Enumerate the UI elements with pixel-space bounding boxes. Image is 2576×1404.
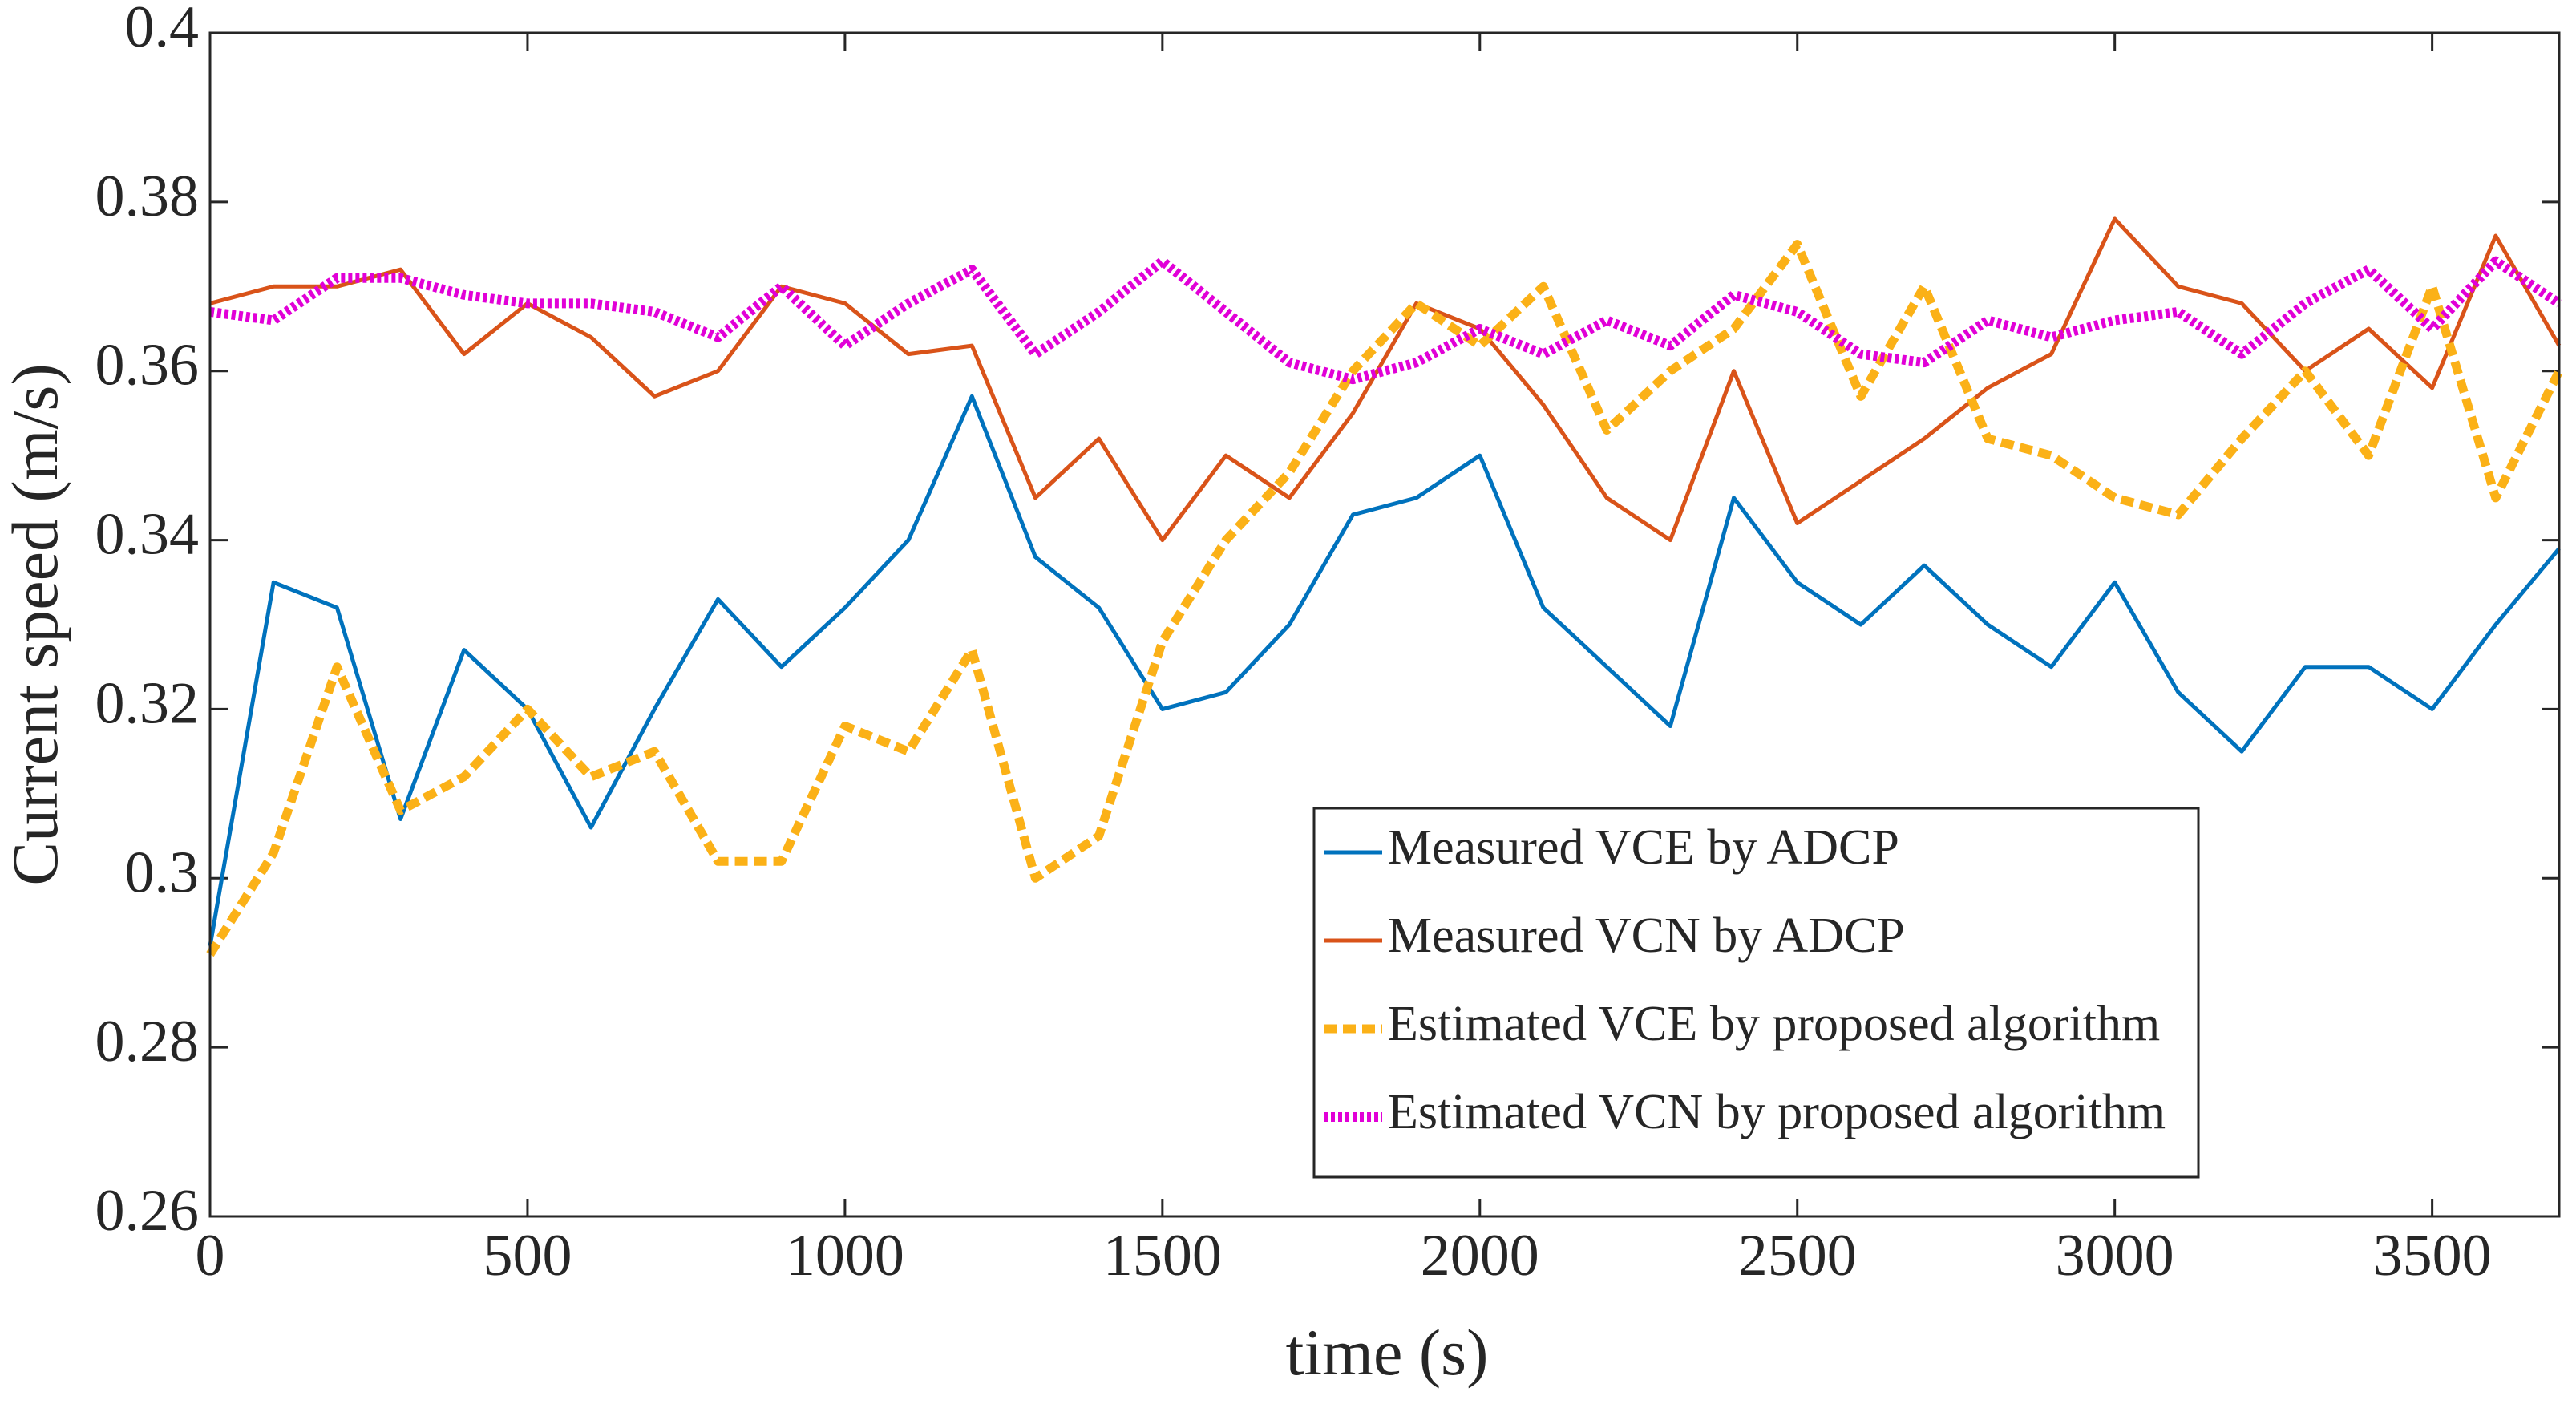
legend-label: Estimated VCE by proposed algorithm — [1388, 997, 2160, 1051]
x-tick-label: 3500 — [2373, 1223, 2492, 1289]
y-tick-label: 0.3 — [125, 840, 200, 905]
y-tick-label: 0.4 — [125, 0, 200, 60]
data-line — [208, 394, 2561, 947]
x-tick-label: 2500 — [1738, 1223, 1857, 1289]
x-tick-label: 1500 — [1103, 1223, 1222, 1289]
x-tick-label: 500 — [483, 1223, 572, 1289]
legend-label: Measured VCN by ADCP — [1388, 908, 1905, 963]
x-axis-label: time (s) — [1286, 1316, 1489, 1389]
legend-box — [1312, 807, 2200, 1179]
y-tick-label: 0.34 — [95, 502, 200, 568]
legend-label: Measured VCE by ADCP — [1388, 820, 1899, 875]
x-tick-label: 2000 — [1421, 1223, 1539, 1289]
y-tick-label: 0.36 — [95, 333, 200, 399]
y-axis-label: Current speed (m/s) — [0, 363, 71, 885]
data-line — [209, 256, 2562, 385]
y-tick-label: 0.28 — [95, 1009, 200, 1074]
y-tick-label: 0.38 — [95, 164, 200, 229]
legend-label: Estimated VCN by proposed algorithm — [1388, 1085, 2166, 1139]
plot-frame — [208, 31, 2561, 1218]
data-line — [209, 216, 2562, 543]
x-tick-label: 0 — [196, 1223, 225, 1289]
y-tick-label: 0.26 — [95, 1178, 200, 1244]
x-tick-label: 3000 — [2056, 1223, 2174, 1289]
y-tick-label: 0.32 — [95, 670, 200, 736]
data-line — [206, 240, 2563, 957]
x-tick-label: 1000 — [786, 1223, 904, 1289]
